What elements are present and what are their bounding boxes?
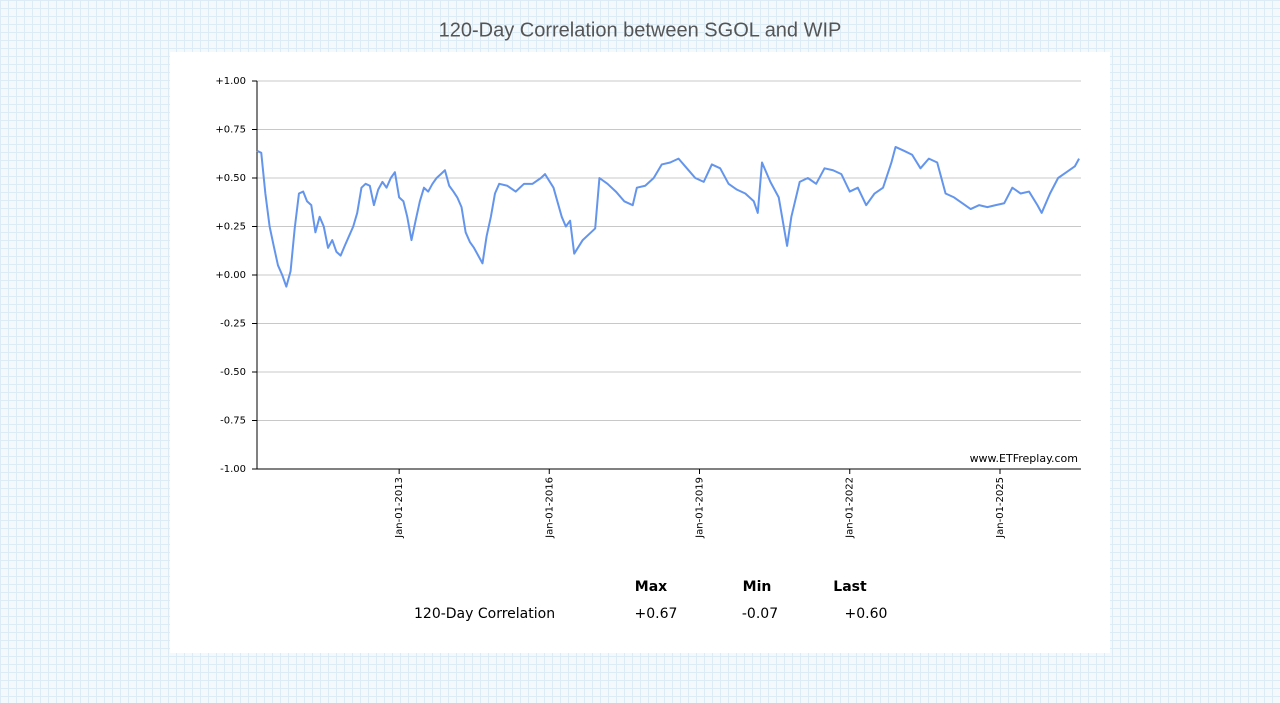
stat-header: Max bbox=[635, 579, 667, 595]
stat-cell: -0.07 bbox=[742, 606, 778, 622]
series-line bbox=[256, 145, 1080, 288]
y-tick-label: +0.25 bbox=[215, 222, 246, 233]
y-tick-label: -0.75 bbox=[220, 416, 246, 427]
x-tick-label: Jan-01-2019 bbox=[695, 477, 706, 539]
stat-header: Last bbox=[833, 579, 867, 595]
x-tick-label: Jan-01-2025 bbox=[995, 477, 1006, 539]
y-tick-label: +0.00 bbox=[215, 270, 246, 281]
y-tick-label: -0.50 bbox=[220, 367, 246, 378]
x-tick-label: Jan-01-2022 bbox=[845, 477, 856, 539]
stat-cell: +0.60 bbox=[845, 606, 888, 622]
x-tick-label: Jan-01-2013 bbox=[394, 477, 405, 539]
y-tick-label: -0.25 bbox=[220, 319, 246, 330]
y-tick-label: +0.50 bbox=[215, 173, 246, 184]
stat-header: Min bbox=[743, 579, 772, 595]
watermark: www.ETFreplay.com bbox=[970, 452, 1078, 465]
stat-row-label: 120-Day Correlation bbox=[414, 606, 555, 622]
y-tick-label: +0.75 bbox=[215, 125, 246, 136]
x-tick-label: Jan-01-2016 bbox=[544, 477, 555, 539]
y-tick-label: +1.00 bbox=[215, 76, 246, 87]
stat-cell: +0.67 bbox=[635, 606, 678, 622]
y-tick-label: -1.00 bbox=[220, 464, 246, 475]
chart-title: 120-Day Correlation between SGOL and WIP bbox=[439, 19, 842, 41]
panel bbox=[170, 52, 1110, 653]
